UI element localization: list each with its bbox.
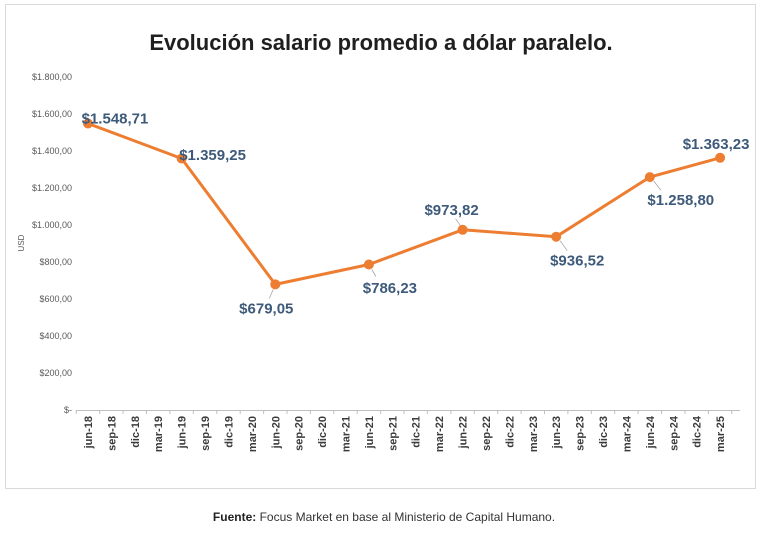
data-point-jun-21 (363, 259, 374, 270)
x-tick-label: jun-20 (270, 416, 282, 449)
x-tick-label: dic-19 (224, 416, 236, 448)
data-label: $1.548,71 (82, 111, 149, 128)
x-tick-label: mar-21 (341, 416, 353, 452)
x-tick-label: dic-24 (692, 415, 704, 448)
data-labels: $1.548,71 $1.359,25 $679,05 $786,23 $973,82 $… (82, 111, 750, 318)
data-label-leader (559, 240, 568, 251)
data-point-jun-19 (176, 153, 187, 164)
data-label-leader (268, 289, 274, 299)
y-tick-label: $1.000,00 (32, 220, 72, 230)
x-tick-label: dic-21 (411, 416, 423, 448)
y-tick-label: $1.400,00 (32, 146, 72, 156)
x-tick-label: jun-18 (83, 416, 95, 449)
y-tick-label: $- (64, 405, 72, 415)
x-tick-label: sep-23 (575, 416, 587, 451)
y-tick-label: $800,00 (39, 257, 72, 267)
data-point-jun-24 (644, 172, 655, 183)
data-point-mar-25 (715, 152, 726, 163)
x-tick-label: jun-23 (551, 416, 563, 449)
data-label: $1.363,23 (683, 136, 750, 153)
source-label: Fuente: (212, 510, 257, 524)
y-tick-label: $1.800,00 (32, 72, 72, 82)
x-tick-label: jun-24 (645, 415, 657, 449)
data-label-leader (371, 269, 377, 277)
x-tick-label: jun-19 (177, 416, 189, 449)
x-tick-label: mar-24 (621, 415, 633, 452)
data-label-leader (455, 218, 461, 227)
series-line (86, 122, 722, 286)
x-tick-label: sep-20 (294, 416, 306, 451)
data-point-jun-22 (457, 224, 468, 235)
x-tick-label: dic-20 (317, 416, 329, 448)
x-tick-label: mar-23 (528, 416, 540, 452)
line-chart: Evolución salario promedio a dólar paral… (5, 4, 756, 489)
x-tick-label: mar-19 (153, 416, 165, 452)
data-label-leaders (268, 180, 662, 299)
y-tick-label: $1.200,00 (32, 183, 72, 193)
data-point-jun-23 (551, 231, 562, 242)
source-caption: Fuente: Focus Market en base al Minister… (0, 509, 768, 525)
x-tick-label: sep-22 (481, 416, 493, 451)
y-tick-label: $400,00 (39, 331, 72, 341)
x-tick-label: sep-19 (200, 416, 212, 451)
x-tick-label: mar-22 (434, 416, 446, 452)
x-tick-label: sep-18 (106, 416, 118, 451)
series (83, 118, 726, 290)
data-label: $936,52 (550, 253, 604, 270)
x-tick-label: mar-20 (247, 416, 259, 452)
y-tick-label: $1.600,00 (32, 109, 72, 119)
y-tick-label: $600,00 (39, 294, 72, 304)
chart-title: Evolución salario promedio a dólar paral… (149, 30, 612, 55)
data-label-leader (653, 180, 662, 191)
x-tick-label: dic-18 (130, 416, 142, 448)
x-tick-label: dic-23 (598, 416, 610, 448)
x-tick-label: mar-25 (715, 416, 727, 452)
x-axis: jun-18 sep-18 dic-18 mar-19 jun-19 sep-19 dic-… (75, 410, 740, 452)
y-axis-title: USD (17, 234, 26, 251)
x-tick-label: dic-22 (504, 416, 516, 448)
data-label: $973,82 (424, 202, 478, 219)
data-label: $679,05 (239, 300, 293, 317)
y-axis: $- $200,00 $400,00 $600,00 $800,00 $1.000,00 $… (32, 72, 72, 415)
source-text: Focus Market en base al Ministerio de Ca… (259, 510, 556, 524)
x-tick-label: sep-24 (668, 415, 680, 451)
data-label: $786,23 (363, 280, 417, 297)
x-tick-label: sep-21 (387, 416, 399, 451)
y-tick-label: $200,00 (39, 368, 72, 378)
data-label: $1.258,80 (647, 192, 714, 209)
data-point-jun-18 (83, 118, 93, 129)
data-point-jun-20 (270, 279, 281, 290)
x-tick-label: jun-21 (364, 416, 376, 449)
x-tick-label: jun-22 (458, 416, 470, 449)
chart-frame (5, 4, 756, 489)
data-label: $1.359,25 (179, 147, 246, 164)
